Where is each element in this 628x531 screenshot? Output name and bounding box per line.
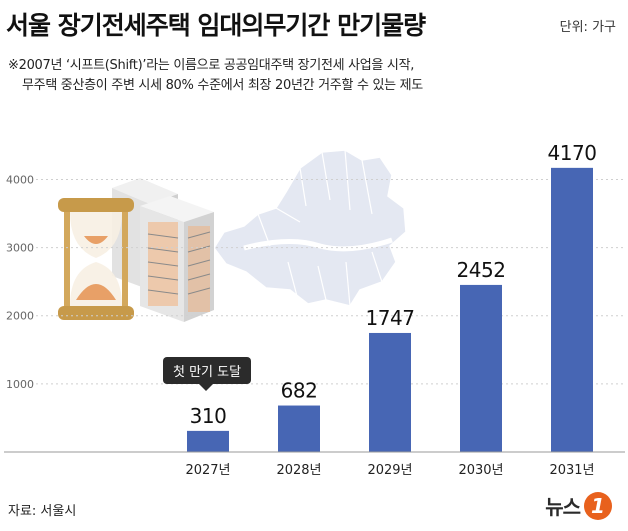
value-label: 682	[281, 379, 318, 403]
chart-gridlines: 1000 2000 3000 4000	[6, 173, 625, 391]
x-tick-label: 2028년	[276, 463, 321, 478]
seoul-map-illustration	[213, 149, 407, 307]
value-label: 1747	[366, 306, 415, 330]
chart-bars: 310 2027년 682 2028년 1747 2029년 2452 2030년 4170 20…	[185, 141, 596, 478]
footnote-line-2: 무주택 중산층이 주변 시세 80% 수준에서 최장 20년간 거주할 수 있는…	[22, 78, 423, 93]
logo-text: 뉴스	[545, 495, 581, 519]
bar-2029년	[369, 332, 411, 452]
value-label: 2452	[457, 258, 506, 282]
bar-2030년	[460, 284, 502, 452]
source-label: 자료: 서울시	[8, 504, 77, 519]
value-label: 310	[190, 404, 227, 428]
x-tick-label: 2027년	[185, 463, 230, 478]
footnote-line-1: ※2007년 ‘시프트(Shift)’라는 이름으로 공공임대주택 장기전세 사…	[8, 58, 415, 73]
x-tick-label: 2029년	[367, 463, 412, 478]
y-tick-label: 3000	[6, 242, 34, 255]
unit-label: 단위: 가구	[559, 20, 616, 35]
x-tick-label: 2030년	[458, 463, 503, 478]
value-label: 4170	[548, 141, 597, 165]
hourglass-icon	[58, 198, 134, 320]
y-tick-label: 2000	[6, 310, 34, 323]
bar-2031년	[551, 167, 593, 452]
footnote: ※2007년 ‘시프트(Shift)’라는 이름으로 공공임대주택 장기전세 사…	[8, 56, 423, 96]
page-title: 서울 장기전세주택 임대의무기간 만기물량	[6, 11, 426, 40]
bar-2027년	[187, 430, 229, 452]
y-tick-label: 4000	[6, 173, 34, 186]
news1-logo: 뉴스 1	[545, 491, 612, 520]
x-tick-label: 2031년	[549, 463, 594, 478]
bar-2028년	[278, 405, 320, 452]
y-tick-label: 1000	[6, 378, 34, 391]
first-maturity-callout: 첫 만기 도달	[163, 357, 252, 391]
apartment-building-illustration	[112, 178, 214, 322]
logo-mark-icon: 1	[584, 491, 612, 520]
